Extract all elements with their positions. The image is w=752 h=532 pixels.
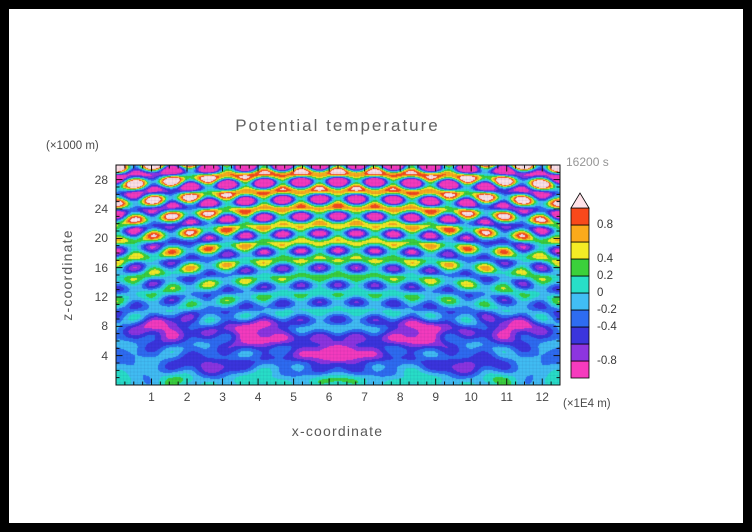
x-axis-label: x-coordinate xyxy=(291,423,384,439)
colorbar-tick-label: 0.4 xyxy=(597,253,613,265)
x-axis-unit: (×1E4 m) xyxy=(563,398,611,410)
y-tick-label: 24 xyxy=(94,202,108,216)
x-tick-label: 6 xyxy=(325,390,333,404)
colorbar-tick-label: 0.8 xyxy=(597,219,613,231)
z-axis-unit: (×1000 m) xyxy=(46,140,99,152)
timestamp-label: 16200 s xyxy=(566,155,609,169)
y-tick-label: 8 xyxy=(101,319,108,334)
colorbar-over-arrow xyxy=(570,192,590,209)
colorbar-tick-label: -0.8 xyxy=(597,355,617,367)
colorbar-tick-label: -0.4 xyxy=(597,321,617,333)
x-tick-label: 11 xyxy=(500,390,513,404)
axes-frame xyxy=(115,164,561,386)
x-tick-label: 2 xyxy=(183,390,191,404)
x-tick-label: 1 xyxy=(148,390,155,404)
heatmap-canvas xyxy=(116,165,560,385)
chart-title: Potential temperature xyxy=(235,116,440,135)
x-tick-label: 5 xyxy=(290,390,297,404)
colorbar xyxy=(570,192,590,379)
x-tick-label: 10 xyxy=(464,390,478,404)
y-tick-label: 12 xyxy=(94,290,108,304)
x-tick-label: 3 xyxy=(219,390,226,404)
y-tick-label: 28 xyxy=(94,172,108,187)
x-tick-label: 8 xyxy=(396,390,404,404)
colorbar-tick-label: 0 xyxy=(597,287,604,299)
colorbar-tick-label: -0.2 xyxy=(597,304,617,316)
y-tick-label: 16 xyxy=(94,260,108,275)
x-tick-label: 7 xyxy=(361,390,368,404)
y-tick-label: 20 xyxy=(94,231,108,246)
z-axis-label: z-coordinate xyxy=(59,229,75,321)
x-tick-label: 12 xyxy=(535,390,549,404)
colorbar-tick-label: 0.2 xyxy=(597,270,613,282)
x-tick-label: 9 xyxy=(432,390,440,404)
y-tick-label: 4 xyxy=(101,348,108,363)
x-tick-label: 4 xyxy=(254,390,262,404)
